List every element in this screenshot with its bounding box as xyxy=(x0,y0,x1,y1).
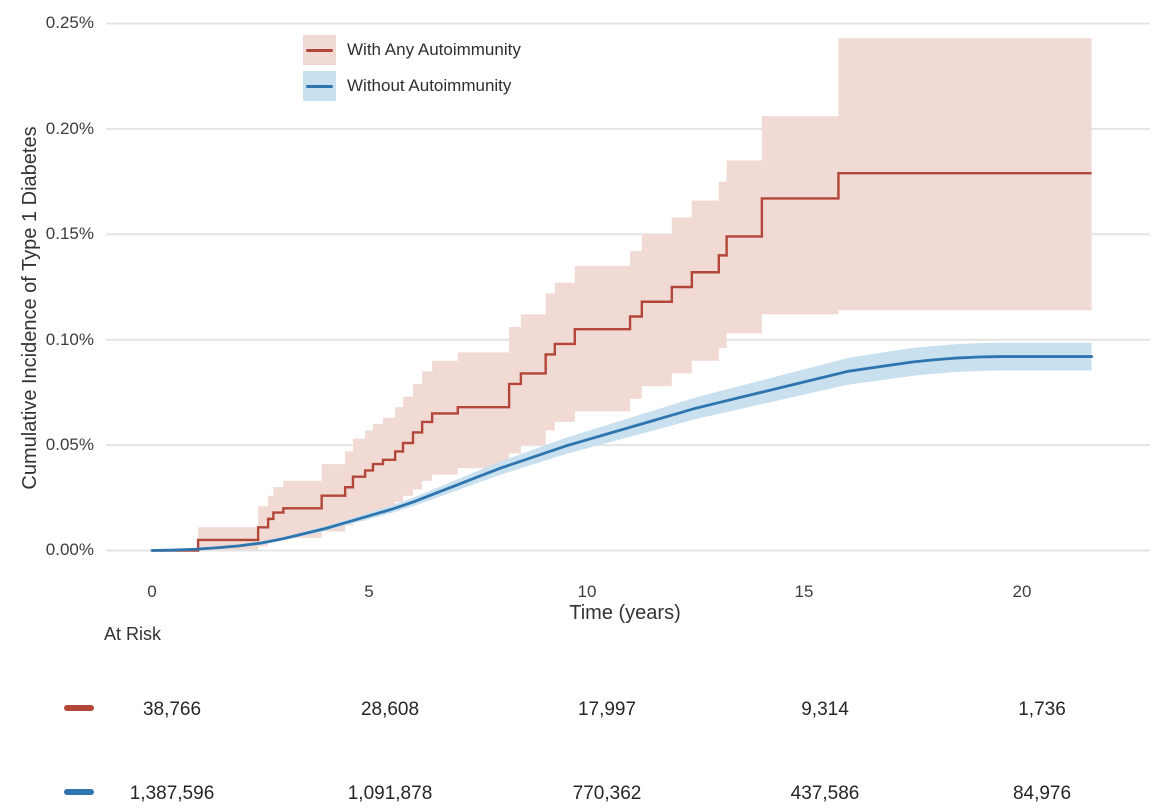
blue-dash-icon xyxy=(64,789,94,795)
y-tick-label: 0.05% xyxy=(45,435,94,454)
risk-count: 770,362 xyxy=(572,783,642,804)
y-axis-title: Cumulative Incidence of Type 1 Diabetes xyxy=(19,126,41,490)
risk-count: 9,314 xyxy=(801,699,849,720)
blue-dash-icon xyxy=(306,84,333,88)
risk-count: 1,736 xyxy=(1018,699,1066,720)
red-dash-icon xyxy=(64,705,94,711)
x-tick-label: 0 xyxy=(147,582,157,601)
y-tick-label: 0.00% xyxy=(45,540,94,559)
risk-count: 28,608 xyxy=(360,699,420,720)
y-tick-label: 0.15% xyxy=(45,224,94,243)
x-tick-label: 10 xyxy=(577,582,597,601)
risk-count: 1,091,878 xyxy=(347,783,433,804)
red-dash-icon xyxy=(306,48,333,52)
at-risk-label: At Risk xyxy=(104,624,162,644)
y-tick-label: 0.20% xyxy=(45,119,94,138)
risk-count: 38,766 xyxy=(142,699,202,720)
legend-label: Without Autoimmunity xyxy=(347,76,512,95)
y-tick-label: 0.25% xyxy=(45,13,94,32)
risk-count: 1,387,596 xyxy=(129,783,215,804)
x-axis-title: Time (years) xyxy=(569,602,681,624)
legend-key-with-any-autoimmunity xyxy=(303,35,336,65)
y-tick-label: 0.10% xyxy=(45,330,94,349)
x-tick-label: 5 xyxy=(364,582,374,601)
x-tick-label: 20 xyxy=(1012,582,1032,601)
x-tick-label: 15 xyxy=(794,582,814,601)
risk-count: 17,997 xyxy=(577,699,637,720)
risk-count: 84,976 xyxy=(1012,783,1072,804)
risk-count: 437,586 xyxy=(790,783,860,804)
legend-label: With Any Autoimmunity xyxy=(347,40,521,59)
legend-key-without-autoimmunity xyxy=(303,71,336,101)
